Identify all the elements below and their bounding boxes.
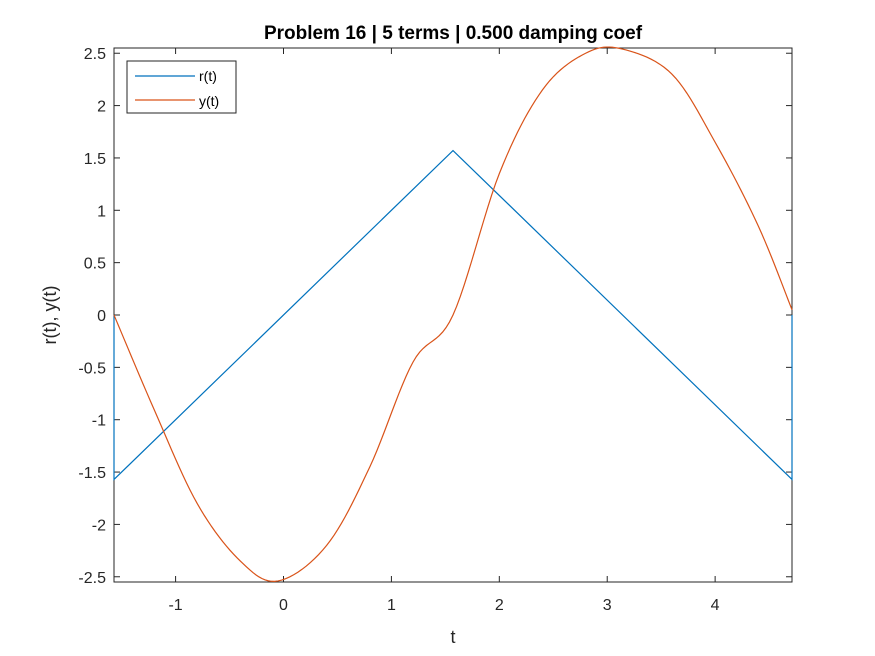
x-tick-label: 4 [711, 597, 720, 614]
legend-label-y: y(t) [199, 93, 219, 109]
x-tick-label: 3 [603, 597, 612, 614]
y-tick-label: 2.5 [84, 46, 106, 63]
y-tick-label: 1 [97, 203, 106, 220]
x-tick-label: 0 [279, 597, 288, 614]
x-tick-label: 2 [495, 597, 504, 614]
x-axis-label: t [450, 627, 455, 647]
series-line-y [113, 46, 793, 582]
y-tick-label: 1.5 [84, 151, 106, 168]
x-tick-label: -1 [168, 597, 182, 614]
legend: r(t) y(t) [126, 60, 237, 114]
y-tick-label: -2.5 [78, 570, 106, 587]
y-tick-label: 0.5 [84, 256, 106, 273]
x-tick-label: 1 [387, 597, 396, 614]
y-tick-label: -0.5 [78, 360, 106, 377]
legend-label-r: r(t) [199, 68, 217, 84]
series-layer [113, 46, 793, 582]
x-axis: -1 0 1 2 3 4 [168, 48, 720, 614]
chart-title: Problem 16 | 5 terms | 0.500 damping coe… [264, 23, 643, 44]
legend-box [126, 60, 237, 114]
y-tick-label: 2 [97, 99, 106, 116]
y-axis: -2.5 -2 -1.5 -1 -0.5 0 0.5 1 1.5 2 2.5 [78, 46, 792, 587]
y-axis-label: r(t), y(t) [40, 286, 60, 345]
plot-area: -1 0 1 2 3 4 -2.5 -2 -1.5 -1 -0.5 0 0.5 1 1.5 2 2.5 [78, 46, 793, 614]
series-line-r [113, 149, 793, 481]
y-tick-label: 0 [97, 308, 106, 325]
y-tick-label: -2 [92, 517, 106, 534]
y-tick-label: -1.5 [78, 465, 106, 482]
y-tick-label: -1 [92, 413, 106, 430]
